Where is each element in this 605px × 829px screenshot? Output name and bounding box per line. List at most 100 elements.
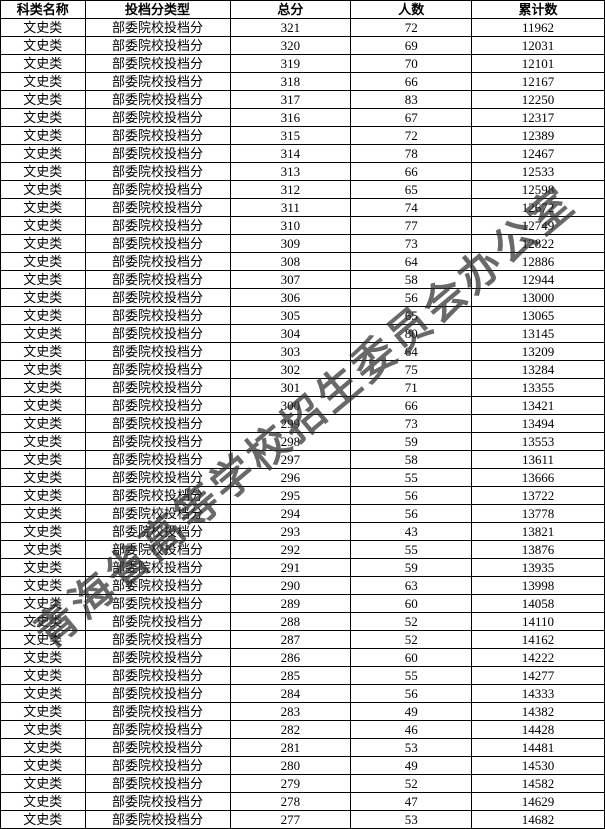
table-row: 文史类部委院校投档分3075812944 xyxy=(1,271,605,289)
table-cell: 13935 xyxy=(472,559,605,577)
table-cell: 12250 xyxy=(472,91,605,109)
table-cell: 文史类 xyxy=(1,235,86,253)
table-cell: 80 xyxy=(351,325,472,343)
table-cell: 部委院校投档分 xyxy=(85,577,230,595)
table-cell: 295 xyxy=(230,487,351,505)
table-cell: 文史类 xyxy=(1,217,86,235)
table-cell: 319 xyxy=(230,55,351,73)
table-cell: 文史类 xyxy=(1,127,86,145)
table-cell: 65 xyxy=(351,181,472,199)
table-cell: 文史类 xyxy=(1,163,86,181)
table-row: 文史类部委院校投档分2945613778 xyxy=(1,505,605,523)
table-cell: 部委院校投档分 xyxy=(85,217,230,235)
table-row: 文史类部委院校投档分2885214110 xyxy=(1,613,605,631)
table-row: 文史类部委院校投档分3006613421 xyxy=(1,397,605,415)
table-row: 文史类部委院校投档分3048013145 xyxy=(1,325,605,343)
table-cell: 部委院校投档分 xyxy=(85,775,230,793)
table-cell: 部委院校投档分 xyxy=(85,451,230,469)
table-cell: 277 xyxy=(230,811,351,829)
table-row: 文史类部委院校投档分2795214582 xyxy=(1,775,605,793)
table-cell: 73 xyxy=(351,235,472,253)
table-row: 文史类部委院校投档分3056513065 xyxy=(1,307,605,325)
table-cell: 12167 xyxy=(472,73,605,91)
table-cell: 74 xyxy=(351,199,472,217)
table-cell: 文史类 xyxy=(1,613,86,631)
table-cell: 部委院校投档分 xyxy=(85,703,230,721)
table-cell: 14162 xyxy=(472,631,605,649)
table-row: 文史类部委院校投档分2866014222 xyxy=(1,649,605,667)
table-cell: 部委院校投档分 xyxy=(85,343,230,361)
col-header-score: 总分 xyxy=(230,1,351,19)
table-cell: 46 xyxy=(351,721,472,739)
table-cell: 70 xyxy=(351,55,472,73)
table-cell: 64 xyxy=(351,343,472,361)
table-cell: 71 xyxy=(351,379,472,397)
table-cell: 318 xyxy=(230,73,351,91)
table-cell: 297 xyxy=(230,451,351,469)
table-cell: 12598 xyxy=(472,181,605,199)
table-cell: 部委院校投档分 xyxy=(85,55,230,73)
table-cell: 303 xyxy=(230,343,351,361)
table-cell: 文史类 xyxy=(1,577,86,595)
table-cell: 291 xyxy=(230,559,351,577)
table-cell: 60 xyxy=(351,595,472,613)
table-cell: 13998 xyxy=(472,577,605,595)
table-cell: 部委院校投档分 xyxy=(85,37,230,55)
table-cell: 288 xyxy=(230,613,351,631)
table-cell: 文史类 xyxy=(1,55,86,73)
table-cell: 78 xyxy=(351,145,472,163)
table-cell: 文史类 xyxy=(1,739,86,757)
table-row: 文史类部委院校投档分3206912031 xyxy=(1,37,605,55)
table-row: 文史类部委院校投档分3107712749 xyxy=(1,217,605,235)
table-row: 文史类部委院校投档分2815314481 xyxy=(1,739,605,757)
table-cell: 部委院校投档分 xyxy=(85,613,230,631)
table-cell: 312 xyxy=(230,181,351,199)
table-cell: 部委院校投档分 xyxy=(85,91,230,109)
table-cell: 52 xyxy=(351,775,472,793)
table-cell: 文史类 xyxy=(1,541,86,559)
table-cell: 14629 xyxy=(472,793,605,811)
table-cell: 55 xyxy=(351,667,472,685)
table-cell: 部委院校投档分 xyxy=(85,469,230,487)
table-cell: 58 xyxy=(351,271,472,289)
table-cell: 315 xyxy=(230,127,351,145)
table-cell: 56 xyxy=(351,505,472,523)
table-row: 文史类部委院校投档分2875214162 xyxy=(1,631,605,649)
table-cell: 部委院校投档分 xyxy=(85,181,230,199)
table-cell: 316 xyxy=(230,109,351,127)
table-cell: 14222 xyxy=(472,649,605,667)
table-cell: 13821 xyxy=(472,523,605,541)
table-cell: 13553 xyxy=(472,433,605,451)
table-cell: 文史类 xyxy=(1,199,86,217)
table-cell: 59 xyxy=(351,433,472,451)
table-cell: 12389 xyxy=(472,127,605,145)
table-cell: 63 xyxy=(351,577,472,595)
table-cell: 部委院校投档分 xyxy=(85,271,230,289)
table-cell: 部委院校投档分 xyxy=(85,397,230,415)
table-cell: 部委院校投档分 xyxy=(85,127,230,145)
table-cell: 文史类 xyxy=(1,181,86,199)
table-body: 文史类部委院校投档分3217211962文史类部委院校投档分3206912031… xyxy=(1,19,605,829)
table-row: 文史类部委院校投档分3036413209 xyxy=(1,343,605,361)
table-row: 文史类部委院校投档分3166712317 xyxy=(1,109,605,127)
table-row: 文史类部委院校投档分2915913935 xyxy=(1,559,605,577)
col-header-count: 人数 xyxy=(351,1,472,19)
table-row: 文史类部委院校投档分2985913553 xyxy=(1,433,605,451)
table-cell: 72 xyxy=(351,127,472,145)
table-cell: 67 xyxy=(351,109,472,127)
table-cell: 部委院校投档分 xyxy=(85,307,230,325)
table-cell: 317 xyxy=(230,91,351,109)
table-cell: 部委院校投档分 xyxy=(85,523,230,541)
table-cell: 部委院校投档分 xyxy=(85,757,230,775)
table-cell: 308 xyxy=(230,253,351,271)
table-cell: 73 xyxy=(351,415,472,433)
table-cell: 287 xyxy=(230,631,351,649)
table-row: 文史类部委院校投档分3126512598 xyxy=(1,181,605,199)
table-row: 文史类部委院校投档分2934313821 xyxy=(1,523,605,541)
table-cell: 52 xyxy=(351,631,472,649)
table-cell: 305 xyxy=(230,307,351,325)
table-cell: 314 xyxy=(230,145,351,163)
col-header-type: 投档分类型 xyxy=(85,1,230,19)
table-cell: 278 xyxy=(230,793,351,811)
table-cell: 部委院校投档分 xyxy=(85,739,230,757)
